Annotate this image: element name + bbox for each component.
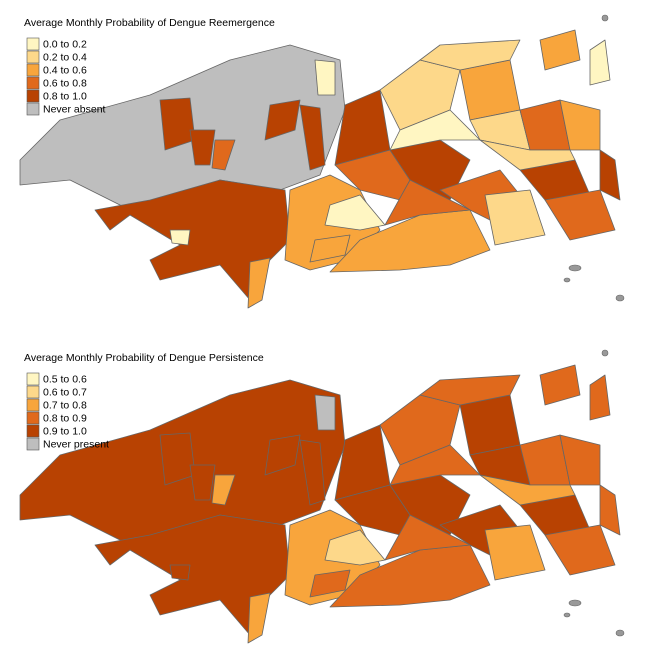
- legend-label: 0.6 to 0.7: [43, 386, 87, 398]
- district: [419, 374, 521, 406]
- legend-swatch: [26, 102, 40, 116]
- map-regions: [19, 349, 625, 644]
- district: [479, 474, 576, 506]
- island: [615, 294, 625, 302]
- legend-label: 0.7 to 0.8: [43, 399, 87, 411]
- district: [247, 592, 271, 644]
- district: [169, 564, 191, 581]
- island: [601, 14, 609, 22]
- district: [314, 59, 336, 96]
- district: [379, 59, 461, 131]
- legend-label: 0.9 to 1.0: [43, 425, 87, 437]
- legend-swatch: [26, 89, 40, 103]
- district: [599, 484, 621, 536]
- legend-swatch: [26, 37, 40, 51]
- district: [264, 99, 301, 141]
- district: [479, 139, 576, 171]
- district: [324, 529, 386, 566]
- district: [384, 179, 471, 226]
- district: [379, 394, 461, 466]
- legend-label: 0.0 to 0.2: [43, 38, 87, 50]
- island: [615, 629, 625, 637]
- district: [384, 514, 471, 561]
- legend-label: 0.8 to 1.0: [43, 90, 87, 102]
- legend-label: 0.8 to 0.9: [43, 412, 87, 424]
- map-panel: Average Monthly Probability of Dengue Re…: [19, 14, 625, 309]
- district: [599, 149, 621, 201]
- legend-swatch: [26, 424, 40, 438]
- district: [389, 444, 481, 486]
- district: [299, 439, 326, 506]
- island: [568, 599, 582, 607]
- district: [484, 189, 546, 246]
- legend-swatch: [26, 50, 40, 64]
- legend-label: 0.5 to 0.6: [43, 373, 87, 385]
- district: [544, 524, 616, 576]
- district: [309, 569, 351, 598]
- legend-label: Never present: [43, 438, 109, 450]
- district: [211, 139, 236, 171]
- district: [94, 179, 291, 301]
- district: [419, 39, 521, 71]
- map-regions: [19, 14, 625, 309]
- map-title: Average Monthly Probability of Dengue Re…: [24, 17, 275, 29]
- island: [563, 277, 571, 283]
- district: [389, 109, 481, 151]
- district: [459, 394, 521, 456]
- district: [309, 234, 351, 263]
- legend-label: 0.2 to 0.4: [43, 51, 87, 63]
- district: [589, 39, 611, 86]
- legend-swatch: [26, 398, 40, 412]
- district: [484, 524, 546, 581]
- district: [589, 374, 611, 421]
- district: [459, 59, 521, 121]
- district: [314, 394, 336, 431]
- district: [189, 464, 216, 501]
- legend-swatch: [26, 437, 40, 451]
- map-panel: Average Monthly Probability of Dengue Pe…: [19, 349, 625, 644]
- district: [539, 364, 581, 406]
- district: [324, 194, 386, 231]
- legend-label: 0.4 to 0.6: [43, 64, 87, 76]
- legend-label: 0.6 to 0.8: [43, 77, 87, 89]
- district: [169, 229, 191, 246]
- district: [299, 104, 326, 171]
- district: [94, 514, 291, 636]
- district: [539, 29, 581, 71]
- island: [568, 264, 582, 272]
- map-title: Average Monthly Probability of Dengue Pe…: [24, 352, 264, 364]
- legend-swatch: [26, 63, 40, 77]
- island: [563, 612, 571, 618]
- legend-swatch: [26, 411, 40, 425]
- district: [264, 434, 301, 476]
- legend-swatch: [26, 385, 40, 399]
- district: [189, 129, 216, 166]
- legend-label: Never absent: [43, 103, 106, 115]
- district: [544, 189, 616, 241]
- district: [247, 257, 271, 309]
- district: [211, 474, 236, 506]
- legend-swatch: [26, 76, 40, 90]
- legend-swatch: [26, 372, 40, 386]
- island: [601, 349, 609, 357]
